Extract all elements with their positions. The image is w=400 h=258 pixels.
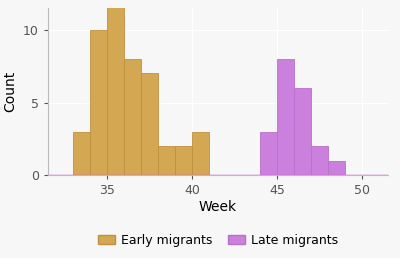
Bar bbox=[158, 146, 176, 175]
Bar bbox=[142, 73, 158, 175]
Bar bbox=[176, 146, 192, 175]
Legend: Early migrants, Late migrants: Early migrants, Late migrants bbox=[92, 229, 344, 252]
Bar bbox=[260, 132, 278, 175]
Bar bbox=[192, 132, 210, 175]
Bar bbox=[278, 59, 294, 175]
Bar bbox=[328, 161, 346, 175]
Bar bbox=[90, 30, 108, 175]
Bar bbox=[74, 132, 90, 175]
Bar bbox=[312, 146, 328, 175]
Bar bbox=[294, 88, 312, 175]
X-axis label: Week: Week bbox=[199, 200, 237, 214]
Bar bbox=[124, 59, 142, 175]
Bar bbox=[108, 0, 124, 175]
Y-axis label: Count: Count bbox=[4, 71, 18, 112]
